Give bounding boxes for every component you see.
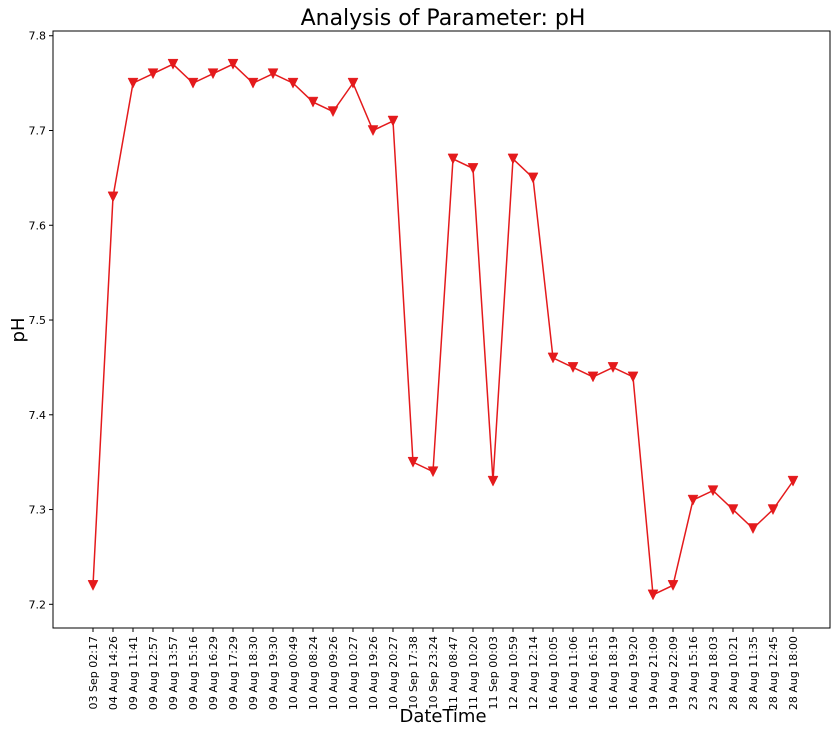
series-line — [92, 63, 794, 596]
data-point-marker — [207, 68, 219, 80]
x-tick-label: 04 Aug 14:26 — [107, 636, 120, 710]
data-point-marker — [427, 466, 439, 478]
x-tick-label: 10 Aug 20:27 — [387, 636, 400, 710]
y-tick-label: 7.4 — [29, 409, 47, 422]
x-axis-label: DateTime — [399, 706, 486, 727]
x-tick-label: 19 Aug 21:09 — [647, 636, 660, 710]
data-point-marker — [487, 475, 499, 487]
x-tick-label: 09 Aug 16:29 — [207, 636, 220, 710]
x-tick-label: 09 Aug 15:16 — [187, 636, 200, 710]
x-tick-label: 09 Aug 13:57 — [167, 636, 180, 710]
x-tick-label: 11 Aug 10:20 — [467, 636, 480, 710]
data-point-marker — [787, 475, 799, 487]
plot-frame — [52, 30, 831, 629]
y-tick-label: 7.2 — [29, 598, 47, 611]
x-tick-label: 28 Aug 11:35 — [747, 636, 760, 710]
x-tick-label: 10 Aug 10:27 — [347, 636, 360, 710]
y-tick-label: 7.5 — [29, 314, 47, 327]
data-point-marker — [387, 115, 399, 127]
data-point-marker — [307, 96, 319, 108]
y-tick-label: 7.7 — [29, 125, 47, 138]
data-point-marker — [107, 191, 119, 203]
x-tick-label: 09 Aug 19:30 — [267, 636, 280, 710]
data-point-marker — [627, 371, 639, 383]
x-tick-label: 19 Aug 22:09 — [667, 636, 680, 710]
data-point-marker — [667, 580, 679, 591]
x-tick-label: 23 Aug 18:03 — [707, 636, 720, 710]
data-point-marker — [547, 352, 559, 364]
y-tick-label: 7.3 — [29, 504, 47, 517]
data-point-marker — [287, 77, 299, 89]
x-tick-label: 10 Aug 09:26 — [327, 636, 340, 710]
data-point-marker — [767, 504, 779, 516]
x-tick-label: 09 Aug 17:29 — [227, 636, 240, 710]
data-point-marker — [147, 68, 159, 80]
x-tick-label: 12 Aug 12:14 — [527, 636, 540, 710]
data-point-marker — [507, 153, 519, 165]
y-tick-label: 7.8 — [29, 30, 47, 43]
data-point-marker — [327, 106, 339, 118]
y-tick-label: 7.6 — [29, 219, 47, 232]
x-tick-label: 16 Aug 18:19 — [607, 636, 620, 710]
data-point-marker — [247, 77, 259, 89]
x-tick-label: 10 Aug 19:26 — [367, 636, 380, 710]
data-point-marker — [167, 58, 179, 70]
x-tick-label: 09 Aug 18:30 — [247, 636, 260, 710]
x-tick-label: 16 Aug 16:15 — [587, 636, 600, 710]
x-tick-label: 12 Aug 10:59 — [507, 636, 520, 710]
x-tick-label: 16 Aug 19:20 — [627, 636, 640, 710]
x-tick-label: 10 Aug 00:49 — [287, 636, 300, 710]
x-tick-label: 16 Aug 10:05 — [547, 636, 560, 710]
x-tick-label: 11 Aug 08:47 — [447, 636, 460, 710]
series-pH — [87, 58, 799, 601]
data-point-marker — [707, 485, 719, 497]
x-tick-label: 09 Aug 12:57 — [147, 636, 160, 710]
data-point-marker — [587, 371, 599, 383]
x-tick-label: 23 Aug 15:16 — [687, 636, 700, 710]
x-tick-label: 28 Aug 12:45 — [767, 636, 780, 710]
data-point-marker — [647, 589, 659, 601]
data-point-marker — [347, 77, 359, 89]
x-tick-label: 10 Sep 17:38 — [407, 636, 420, 709]
y-axis-label: pH — [8, 318, 29, 343]
x-tick-label: 10 Sep 23:24 — [427, 636, 440, 709]
data-point-marker — [267, 68, 279, 80]
x-tick-label: 03 Sep 02:17 — [87, 636, 100, 709]
data-point-marker — [87, 580, 99, 591]
x-tick-label: 11 Sep 00:03 — [487, 636, 500, 709]
data-point-marker — [447, 153, 459, 165]
data-point-marker — [727, 504, 739, 516]
x-tick-label: 10 Aug 08:24 — [307, 636, 320, 710]
chart-title: Analysis of Parameter: pH — [301, 6, 586, 31]
data-point-marker — [467, 163, 479, 174]
x-tick-label: 09 Aug 11:41 — [127, 636, 140, 710]
data-point-marker — [227, 58, 239, 70]
data-point-marker — [607, 362, 619, 373]
x-tick-label: 16 Aug 11:06 — [567, 636, 580, 710]
data-point-marker — [407, 456, 419, 468]
x-axis: 03 Sep 02:17 04 Aug 14:26 09 Aug 11:41 09 A… — [87, 628, 800, 710]
x-tick-label: 28 Aug 10:21 — [727, 636, 740, 710]
data-point-marker — [527, 172, 539, 184]
data-point-marker — [567, 362, 579, 373]
data-point-marker — [367, 125, 379, 137]
data-point-marker — [687, 494, 699, 506]
data-point-marker — [747, 523, 759, 535]
x-tick-label: 28 Aug 18:00 — [787, 636, 800, 710]
data-point-marker — [127, 77, 139, 89]
y-axis: 7.2 7.3 7.4 7.5 7.6 7.7 7.8 — [29, 30, 53, 611]
data-point-marker — [187, 77, 199, 89]
